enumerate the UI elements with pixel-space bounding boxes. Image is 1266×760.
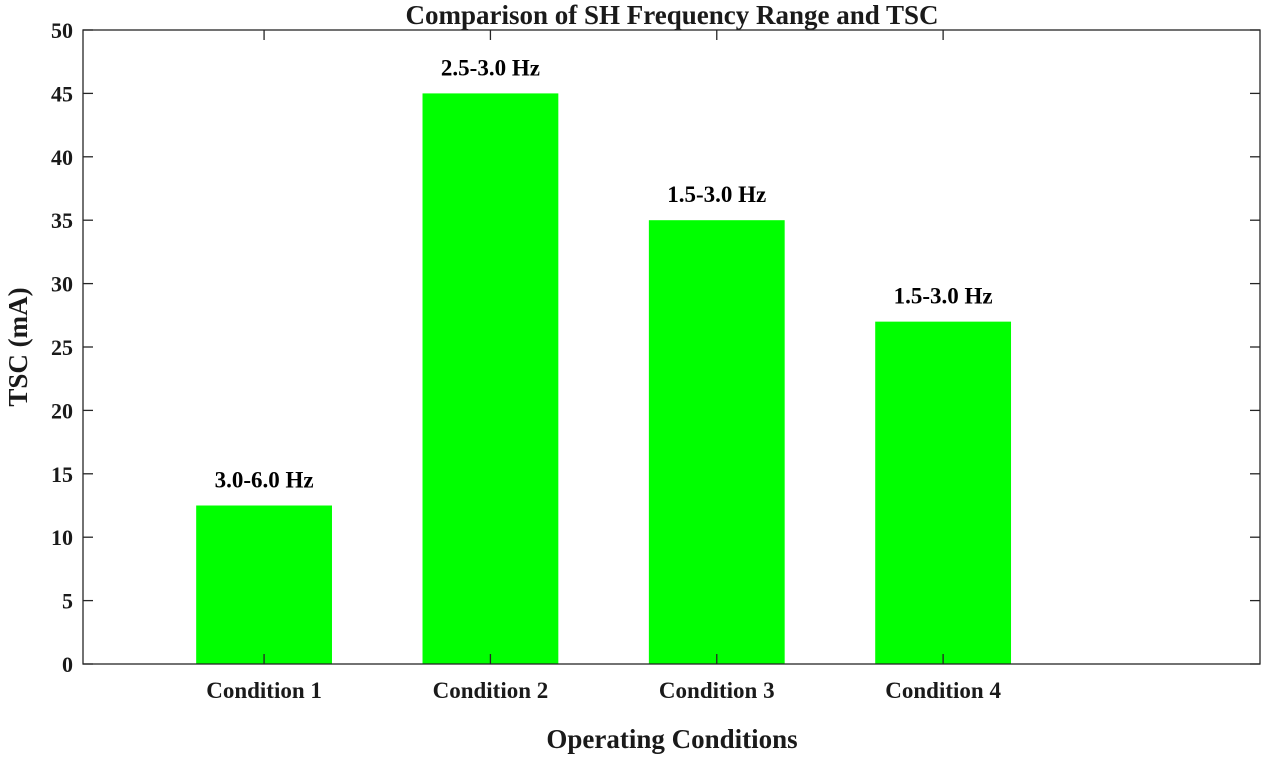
y-tick-label-20: 20 bbox=[51, 398, 73, 423]
bar-4 bbox=[875, 321, 1012, 664]
y-tick-label-50: 50 bbox=[51, 18, 73, 43]
y-axis-label: TSC (mA) bbox=[3, 287, 33, 406]
y-tick-label-35: 35 bbox=[51, 208, 73, 233]
bar-2 bbox=[422, 93, 559, 664]
data-label-2: 2.5-3.0 Hz bbox=[441, 55, 540, 80]
x-axis-label: Operating Conditions bbox=[546, 724, 797, 754]
y-tick-label-25: 25 bbox=[51, 335, 73, 360]
bar-1 bbox=[196, 505, 332, 664]
x-tick-label-2: Condition 2 bbox=[433, 678, 549, 703]
bar-3 bbox=[648, 220, 785, 664]
x-tick-label-3: Condition 3 bbox=[659, 678, 775, 703]
labels-layer: 3.0-6.0 Hz Condition 1 2.5-3.0 Hz Condition… bbox=[51, 18, 1001, 703]
y-tick-label-15: 15 bbox=[51, 462, 73, 487]
y-tick-label-45: 45 bbox=[51, 81, 73, 106]
chart-title: Comparison of SH Frequency Range and TSC bbox=[405, 0, 938, 30]
plot-frame bbox=[82, 29, 1261, 665]
data-label-3: 1.5-3.0 Hz bbox=[667, 182, 766, 207]
y-tick-label-0: 0 bbox=[62, 652, 73, 677]
y-tick-label-30: 30 bbox=[51, 272, 73, 297]
data-label-1: 3.0-6.0 Hz bbox=[215, 468, 314, 493]
x-tick-label-1: Condition 1 bbox=[206, 678, 322, 703]
data-label-4: 1.5-3.0 Hz bbox=[894, 284, 993, 309]
y-tick-label-10: 10 bbox=[51, 525, 73, 550]
x-tick-label-4: Condition 4 bbox=[885, 678, 1001, 703]
y-tick-label-40: 40 bbox=[51, 145, 73, 170]
bars-layer bbox=[196, 93, 1012, 664]
y-tick-label-5: 5 bbox=[62, 589, 73, 614]
